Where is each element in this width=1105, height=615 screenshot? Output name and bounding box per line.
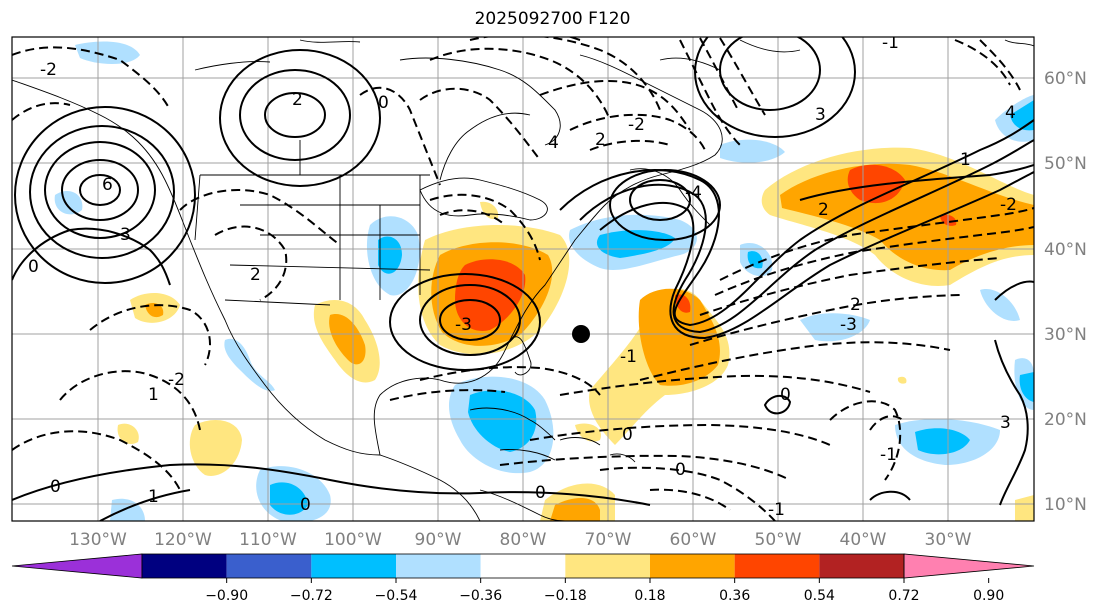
lon-label: 120°W	[154, 530, 212, 550]
colorbar-swatch	[311, 554, 396, 578]
colorbar-tick-label: −0.54	[375, 588, 418, 604]
lat-label: 10°N	[1044, 495, 1087, 515]
contour-label: 0	[675, 460, 686, 480]
map-title: 2025092700 F120	[474, 9, 631, 29]
coastlines	[12, 39, 1034, 521]
colorbar-swatch	[480, 554, 566, 578]
contour-label: -1	[882, 33, 899, 53]
shaded-anomaly-fields	[54, 41, 1034, 521]
contour-label: 2	[292, 90, 303, 110]
colorbar-swatch	[819, 554, 904, 578]
lat-label: 50°N	[1044, 154, 1087, 174]
contour-label: 4	[1005, 103, 1016, 123]
contour-label: 4	[548, 133, 559, 153]
lat-label: 30°N	[1044, 325, 1087, 345]
contour-label: -3	[840, 315, 857, 335]
contour-label: -3	[455, 315, 472, 335]
lat-label: 60°N	[1044, 69, 1087, 89]
contour-label: 0	[535, 483, 546, 503]
latitude-labels: 60°N 50°N 40°N 30°N 20°N 10°N	[1044, 69, 1087, 515]
contour-label: -4	[685, 183, 702, 203]
map-frame	[11, 36, 1035, 522]
contour-label: 2	[818, 200, 829, 220]
colorbar-tick-label: 0.90	[973, 588, 1004, 604]
contour-label-group: -2 2 0 4 3 -1 1 -2 6 3 0 2 -3 -4 0 -1 1 …	[28, 33, 1017, 520]
colorbar-swatch	[565, 554, 650, 578]
colorbar-swatch	[226, 554, 312, 578]
contour-label: -2	[628, 115, 645, 135]
contour-label: -2	[1000, 195, 1017, 215]
colorbar-swatch	[650, 554, 735, 578]
contour-label: 1	[960, 150, 971, 170]
colorbar-tick-label: 0.54	[804, 588, 835, 604]
contour-label: 0	[28, 257, 39, 277]
contour-label: -1	[620, 347, 637, 367]
lon-label: 50°W	[755, 530, 802, 550]
contour-lines	[12, 37, 1034, 521]
contour-label: 0	[378, 93, 389, 113]
lon-label: 90°W	[415, 530, 462, 550]
lon-label: 60°W	[670, 530, 717, 550]
location-marker	[572, 325, 590, 343]
lon-label: 70°W	[585, 530, 632, 550]
lon-label: 40°W	[840, 530, 887, 550]
contour-label: 3	[815, 105, 826, 125]
contour-label: 2	[595, 130, 606, 150]
contour-label: 6	[102, 175, 113, 195]
colorbar-swatch	[734, 554, 820, 578]
colorbar-tick-label: 0.18	[634, 588, 665, 604]
lon-label: 130°W	[69, 530, 127, 550]
contour-label: 2	[850, 295, 861, 315]
contour-label: 1	[148, 385, 159, 405]
contour-label: 1	[148, 487, 159, 507]
contour-label: -1	[768, 500, 785, 520]
colorbar-outline	[141, 553, 905, 579]
lon-label: 80°W	[500, 530, 547, 550]
contour-label: 0	[300, 495, 311, 515]
colorbar-tick-label: −0.36	[459, 588, 502, 604]
contour-label: 0	[622, 425, 633, 445]
colorbar-tick-label: 0.36	[719, 588, 750, 604]
lon-label: 100°W	[324, 530, 382, 550]
contour-label: 0	[50, 477, 61, 497]
colorbar-swatch	[142, 554, 227, 578]
contour-label: -1	[880, 445, 897, 465]
graticule	[12, 37, 1034, 521]
contour-label: 0	[780, 385, 791, 405]
contour-label: 3	[1000, 413, 1011, 433]
colorbar-extend-low	[11, 553, 143, 579]
contour-label: 2	[250, 265, 261, 285]
contour-label: -2	[168, 370, 185, 390]
colorbar-extend-high	[903, 553, 1035, 579]
longitude-labels: 130°W 120°W 110°W 100°W 90°W 80°W 70°W 6…	[69, 530, 972, 550]
colorbar-tick-label: −0.72	[290, 588, 333, 604]
colorbar-swatch	[396, 554, 481, 578]
lat-label: 20°N	[1044, 410, 1087, 430]
colorbar-tick-label: −0.18	[544, 588, 587, 604]
lat-label: 40°N	[1044, 240, 1087, 260]
colorbar-tick-label: −0.90	[205, 588, 248, 604]
lon-label: 30°W	[925, 530, 972, 550]
contour-label: 3	[120, 225, 131, 245]
lon-label: 110°W	[239, 530, 297, 550]
colorbar: −0.90 −0.72 −0.54 −0.36 −0.18 0.18 0.36 0.54 0.7…	[11, 553, 1035, 604]
colorbar-tick-label: 0.72	[888, 588, 919, 604]
contour-label: -2	[40, 60, 57, 80]
contour-lines-dashed	[12, 37, 1034, 521]
